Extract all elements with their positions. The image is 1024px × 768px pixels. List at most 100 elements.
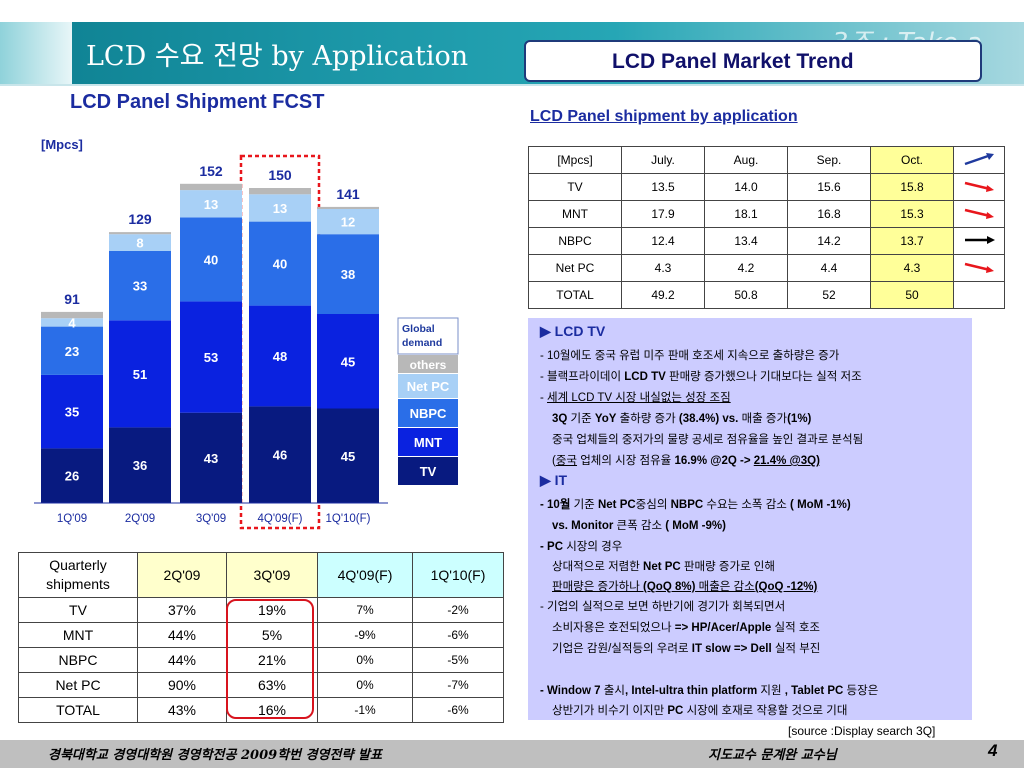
text-line: - PC 시장의 경우 [540,541,623,553]
table-cell: 44% [137,647,227,673]
data-label: 36 [133,458,147,473]
data-label: 51 [133,367,147,382]
table-header-row: [Mpcs] July. Aug. Sep. Oct. [528,146,1005,174]
legend-box [398,457,458,485]
header-cell: Oct. [870,146,954,174]
text-line: 상반기가 비수기 이지만 PC 시장에 호재로 작용할 것으로 기대 [552,705,848,717]
table-cell: 4.4 [787,254,871,282]
total-label: 150 [268,167,292,183]
data-label: 8 [136,236,143,251]
header-cell: 2Q'09 [137,552,227,598]
header-left-accent [0,22,72,84]
table-cell: 44% [137,622,227,648]
section-head-lcd-tv: ▶ LCD TV [540,323,606,339]
section-head-it: ▶ IT [540,472,568,488]
data-label: 46 [273,448,287,463]
legend-label: MNT [414,435,442,450]
table-cell: 4.2 [704,254,788,282]
table-cell: -5% [412,647,504,673]
legend-box [398,374,458,398]
table-header-row: Quarterly shipments 2Q'09 3Q'09 4Q'09(F)… [18,552,504,598]
bar-segment-mnt [249,305,311,407]
text-line: - 기업의 실적으로 보면 하반기에 경기가 회복되면서 [540,601,786,613]
data-label: 4 [68,315,76,330]
legend-label: TV [420,464,437,479]
table-row: TV 13.5 14.0 15.6 15.8 [528,173,1005,201]
bar-segment-tv [249,406,311,503]
table-cell: 4.3 [870,254,954,282]
bar-segment-others [41,311,103,319]
table-cell: 50 [870,281,954,309]
legend-label: NBPC [410,406,447,421]
data-label: 45 [341,354,355,369]
total-label: 129 [128,211,152,227]
text-line: - 10월 기준 Net PC중심의 NBPC 수요는 소폭 감소 ( MoM … [540,499,851,511]
x-tick-label: 1Q'10(F) [325,513,370,525]
bar-segment-nbpc [317,234,379,314]
data-label: 23 [65,344,79,359]
trend-arrow-icon [964,208,994,219]
market-trend-title: LCD Panel Market Trend [612,50,854,73]
table-cell: 13.4 [704,227,788,255]
data-label: 48 [273,349,287,364]
trend-arrow-icon [964,181,994,192]
x-tick-label: 2Q'09 [125,513,155,525]
bar-segment-mnt [109,320,171,428]
unit-label: [Mpcs] [41,137,83,152]
table-cell: 14.2 [787,227,871,255]
bar-segment-others [180,183,242,191]
row-label: TV [18,597,138,623]
header-cell: 1Q'10(F) [412,552,504,598]
slide-title: LCD 수요 전망 by Application [86,41,469,72]
legend-box [397,317,459,355]
table-row: Net PC 90% 63% 0% -7% [18,672,504,698]
legend-box [398,399,458,427]
table-cell: -6% [412,697,504,723]
table-cell: -1% [317,697,413,723]
header-cell: [Mpcs] [528,146,622,174]
source-note: [source :Display search 3Q] [788,724,936,738]
text-line: 상대적으로 저렴한 Net PC 판매량 증가로 인해 [552,561,775,573]
text-line: 판매량은 증가하나 (QoQ 8%) 매출은 감소(QoQ -12%) [552,581,818,593]
header-cell: 3Q'09 [226,552,318,598]
table-cell: 0% [317,672,413,698]
table-row: NBPC 44% 21% 0% -5% [18,647,504,673]
bar-segment-tv [41,448,103,503]
footer-advisor: 지도교수 문계완 교수님 [708,748,837,763]
bar-segment-others [249,188,311,195]
bar-segment-others [317,206,379,209]
table-row: TOTAL 49.2 50.8 52 50 [528,281,1005,309]
trend-flat-arrow-icon [965,235,995,244]
data-label: 13 [273,201,287,216]
trend-cell [953,200,1005,228]
table-cell: 4.3 [621,254,705,282]
total-label: 91 [64,291,80,307]
bar-segment-nbpc [41,326,103,375]
table-cell: 37% [137,597,227,623]
legend-box [398,428,458,456]
data-label: 26 [65,469,79,484]
table-cell: 49.2 [621,281,705,309]
row-label: NBPC [528,227,622,255]
market-trend-box [524,40,982,82]
table-row: Net PC 4.3 4.2 4.4 4.3 [528,254,1005,282]
data-label: 45 [341,449,355,464]
table-cell: -6% [412,622,504,648]
row-label: MNT [528,200,622,228]
table-cell: 17.9 [621,200,705,228]
application-table-title: LCD Panel shipment by application [530,108,798,125]
data-label: 40 [204,252,218,267]
trend-cell [953,227,1005,255]
text-line: - 세계 LCD TV 시장 내실없는 성장 조짐 [540,392,731,404]
table-cell: 15.3 [870,200,954,228]
row-label: TOTAL [18,697,138,723]
data-label: 35 [65,405,79,420]
bar-segment-mnt [41,374,103,449]
table-cell: 43% [137,697,227,723]
bar-segment-mnt [180,301,242,413]
data-label: 40 [273,257,287,272]
legend-box [398,355,458,373]
bar-segment-net-pc [180,190,242,218]
trend-cell [953,281,1005,309]
table-cell: 7% [317,597,413,623]
